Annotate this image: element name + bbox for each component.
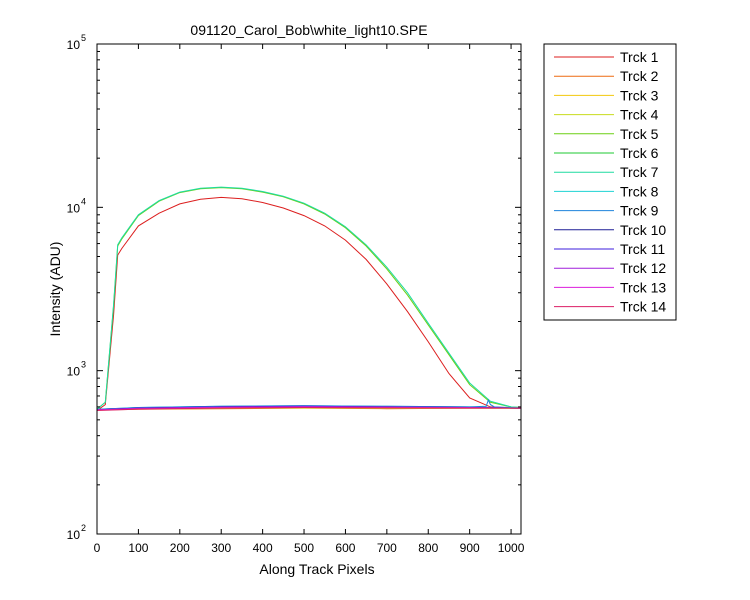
legend-item-8: Trck 8 — [554, 183, 659, 199]
series-line-7 — [96, 186, 522, 410]
legend-item-10: Trck 10 — [554, 222, 666, 238]
legend-item-14: Trck 14 — [554, 299, 666, 315]
series-line-1 — [96, 196, 521, 411]
y-tick-label: 10 4 — [67, 196, 86, 215]
y-tick-exponent: 2 — [81, 523, 86, 533]
x-tick-label: 600 — [335, 541, 355, 555]
legend-item-12: Trck 12 — [554, 260, 666, 276]
legend-label: Trck 10 — [620, 222, 666, 238]
legend-item-7: Trck 7 — [554, 164, 659, 180]
y-tick-base: 10 — [67, 365, 81, 379]
plot-frame — [96, 43, 522, 535]
x-tick-label: 500 — [294, 541, 314, 555]
x-tick-label: 800 — [418, 541, 438, 555]
y-tick-label: 10 2 — [67, 523, 86, 542]
legend-label: Trck 13 — [620, 279, 666, 295]
y-axis-label: Intensity (ADU) — [47, 242, 63, 337]
y-tick-exponent: 4 — [81, 196, 86, 206]
legend-label: Trck 2 — [620, 68, 659, 84]
plot-area — [96, 43, 522, 535]
legend-label: Trck 8 — [620, 183, 659, 199]
x-tick-label: 900 — [460, 541, 480, 555]
legend-label: Trck 5 — [620, 126, 659, 142]
series-line-5 — [96, 187, 522, 410]
x-tick-label: 0 — [94, 541, 101, 555]
legend-item-11: Trck 11 — [554, 241, 665, 257]
plot-background — [97, 44, 521, 534]
series-line-9 — [96, 398, 522, 410]
legend-label: Trck 14 — [620, 299, 666, 315]
y-tick-label: 10 5 — [67, 33, 86, 52]
x-tick-label: 400 — [253, 541, 273, 555]
y-tick-exponent: 5 — [81, 33, 86, 43]
y-tick-base: 10 — [67, 201, 81, 215]
legend-label: Trck 4 — [620, 107, 659, 123]
legend-label: Trck 11 — [620, 241, 665, 257]
legend-item-9: Trck 9 — [554, 203, 659, 219]
y-tick-base: 10 — [67, 38, 81, 52]
x-tick-label: 200 — [170, 541, 190, 555]
series-layer — [96, 186, 522, 411]
x-tick-labels: 0 100 200 300 400 500 600 700 800 900 1000 — [94, 541, 525, 555]
legend-item-13: Trck 13 — [554, 279, 666, 295]
y-tick-exponent: 3 — [81, 360, 86, 370]
legend-label: Trck 6 — [620, 145, 659, 161]
legend-item-3: Trck 3 — [554, 87, 659, 103]
legend-item-5: Trck 5 — [554, 126, 659, 142]
x-tick-label: 700 — [377, 541, 397, 555]
x-tick-label: 1000 — [498, 541, 525, 555]
series-line-14 — [96, 406, 521, 411]
x-tick-label: 300 — [211, 541, 231, 555]
legend-label: Trck 1 — [620, 49, 659, 65]
legend-label: Trck 9 — [620, 203, 659, 219]
legend-item-2: Trck 2 — [554, 68, 659, 84]
legend: Trck 1 Trck 2 Trck 3 Trck 4 Trck 5 Trck 6 Trck… — [543, 43, 677, 321]
legend-label: Trck 7 — [620, 164, 659, 180]
chart-title: 091120_Carol_Bob\white_light10.SPE — [190, 22, 427, 38]
legend-items: Trck 1 Trck 2 Trck 3 Trck 4 Trck 5 Trck 6 Trck… — [554, 49, 666, 315]
x-tick-label: 100 — [128, 541, 148, 555]
legend-label: Trck 12 — [620, 260, 666, 276]
legend-item-6: Trck 6 — [554, 145, 659, 161]
legend-item-1: Trck 1 — [554, 49, 659, 65]
y-tick-base: 10 — [67, 528, 81, 542]
legend-item-4: Trck 4 — [554, 107, 659, 123]
y-tick-label: 10 3 — [67, 360, 86, 379]
x-axis-label: Along Track Pixels — [259, 561, 374, 577]
legend-label: Trck 3 — [620, 87, 659, 103]
legend-box — [543, 43, 677, 321]
